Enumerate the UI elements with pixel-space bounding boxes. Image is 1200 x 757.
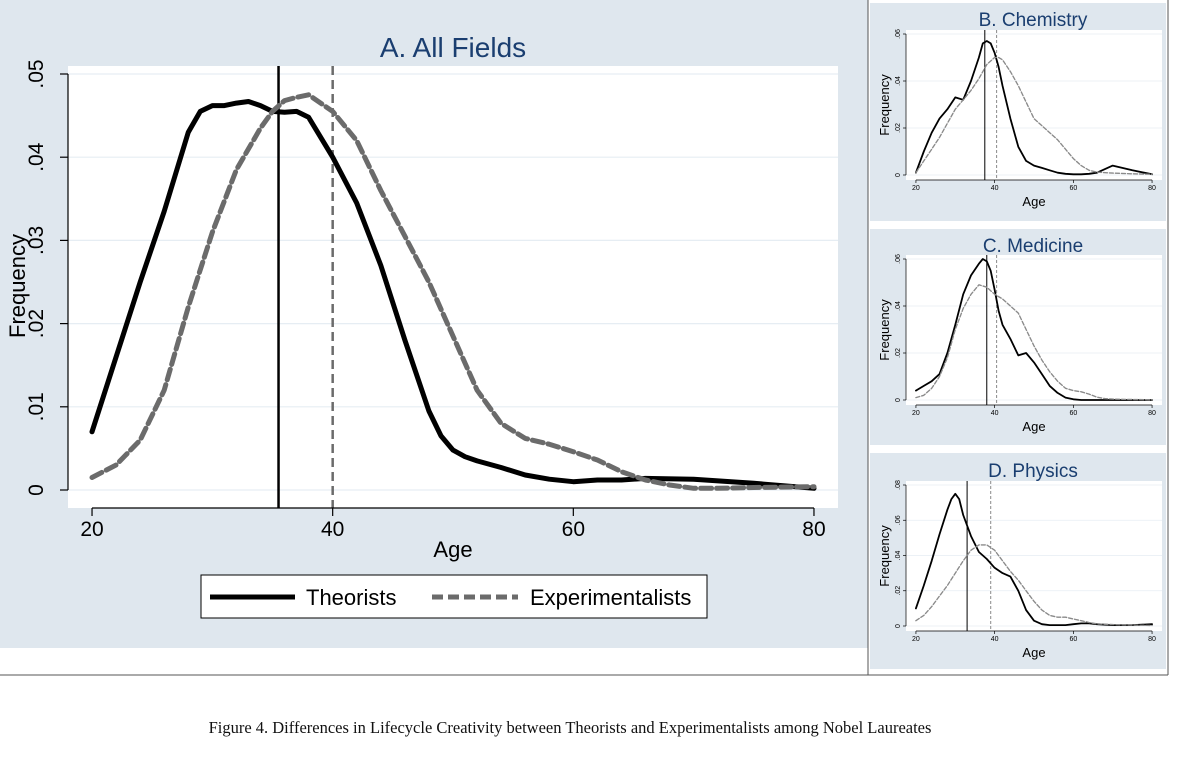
axes: 20 40 60 80 0 .02 .04 .06 [895,29,1156,192]
y-tick-label: .04 [25,142,48,172]
series-line-experimentalists [915,544,1153,627]
x-tick-label: 80 [1148,185,1156,192]
series-line-experimentalists [915,56,1153,175]
panel-title: A. All Fields [380,32,526,63]
x-tick-label: 80 [1148,410,1156,417]
x-axis-label: Age [1022,194,1045,209]
y-tick-label: .04 [895,76,902,86]
y-tick-label: .06 [895,29,902,39]
series-line-theorists [915,40,1153,176]
x-tick-label: 20 [80,518,103,541]
grid-lines [68,73,838,491]
panel-title: C. Medicine [983,236,1083,257]
y-tick-label: .04 [895,551,902,561]
x-tick-label: 60 [1069,636,1077,643]
series-line-experimentalists [915,284,1153,401]
series-line-theorists [915,492,1153,626]
y-tick-label: .05 [25,59,48,88]
y-tick-label: .02 [895,348,902,358]
x-tick-label: 20 [912,185,920,192]
x-tick-label: 40 [991,185,999,192]
axes: 20 40 60 80 0 .02 .04 .06 .08 [895,480,1156,643]
y-tick-label: .06 [895,515,902,525]
legend-label-experimentalists: Experimentalists [530,585,691,610]
y-tick-label: 0 [895,173,902,177]
y-axis-label: Frequency [877,74,892,136]
y-tick-label: .06 [895,254,902,264]
plot-area [906,30,1162,180]
figure-caption: Figure 4. Differences in Lifecycle Creat… [208,718,932,737]
y-tick-label: 0 [895,624,902,628]
plot-area [906,481,1162,631]
mean-age-lines [277,66,334,508]
x-tick-label: 20 [912,636,920,643]
panel-title: D. Physics [988,461,1078,482]
x-tick-label: 80 [802,518,825,541]
x-tick-label: 40 [991,636,999,643]
y-tick-label: .02 [25,309,48,338]
series-lines [915,492,1153,627]
legend-label-theorists: Theorists [306,585,396,610]
x-axis-label: Age [433,537,472,562]
x-tick-label: 60 [562,518,585,541]
y-tick-label: .03 [25,226,48,255]
y-tick-label: .04 [895,301,902,311]
axes: 20 40 60 80 0 .02 .04 .06 [895,254,1156,417]
y-tick-label: .02 [895,586,902,596]
series-line-theorists [915,258,1153,401]
y-tick-label: .01 [25,392,48,421]
x-tick-label: 40 [991,410,999,417]
legend: Theorists Experimentalists [200,574,708,619]
series-lines [89,92,817,491]
plot-area [68,66,838,508]
panel-physics: 20 40 60 80 0 .02 .04 .06 .08 D. Physics Age Fre… [870,453,1166,669]
mean-age-lines [984,30,998,180]
panel-title: B. Chemistry [979,10,1088,31]
x-tick-label: 60 [1069,185,1077,192]
series-line-theorists [89,99,817,491]
x-tick-label: 80 [1148,636,1156,643]
x-axis-label: Age [1022,645,1045,660]
series-lines [915,40,1153,176]
y-axis-label: Frequency [877,525,892,587]
x-axis-label: Age [1022,419,1045,434]
x-tick-label: 40 [321,518,344,541]
y-tick-label: .08 [895,480,902,490]
grid-lines [906,33,1162,176]
y-tick-label: .02 [895,123,902,133]
y-tick-label: 0 [895,398,902,402]
series-line-experimentalists [89,92,817,491]
panel-chemistry: 20 40 60 80 0 .02 .04 .06 B. Chemistry Age Freq… [870,3,1166,221]
mean-age-lines [966,481,992,631]
series-lines [915,258,1153,401]
x-tick-label: 60 [1069,410,1077,417]
axes: 20 40 60 80 0 .01 .02 .03 .04 .05 [25,59,826,541]
y-axis-label: Frequency [5,234,30,338]
mean-age-lines [986,255,998,405]
y-axis-label: Frequency [877,299,892,361]
panel-all-fields: 20 40 60 80 0 .01 .02 .03 .04 .05 A. All Fields A… [0,0,868,648]
plot-area [906,255,1162,405]
x-tick-label: 20 [912,410,920,417]
panel-medicine: 20 40 60 80 0 .02 .04 .06 C. Medicine Age Frequ… [870,229,1166,445]
y-tick-label: 0 [25,484,48,496]
